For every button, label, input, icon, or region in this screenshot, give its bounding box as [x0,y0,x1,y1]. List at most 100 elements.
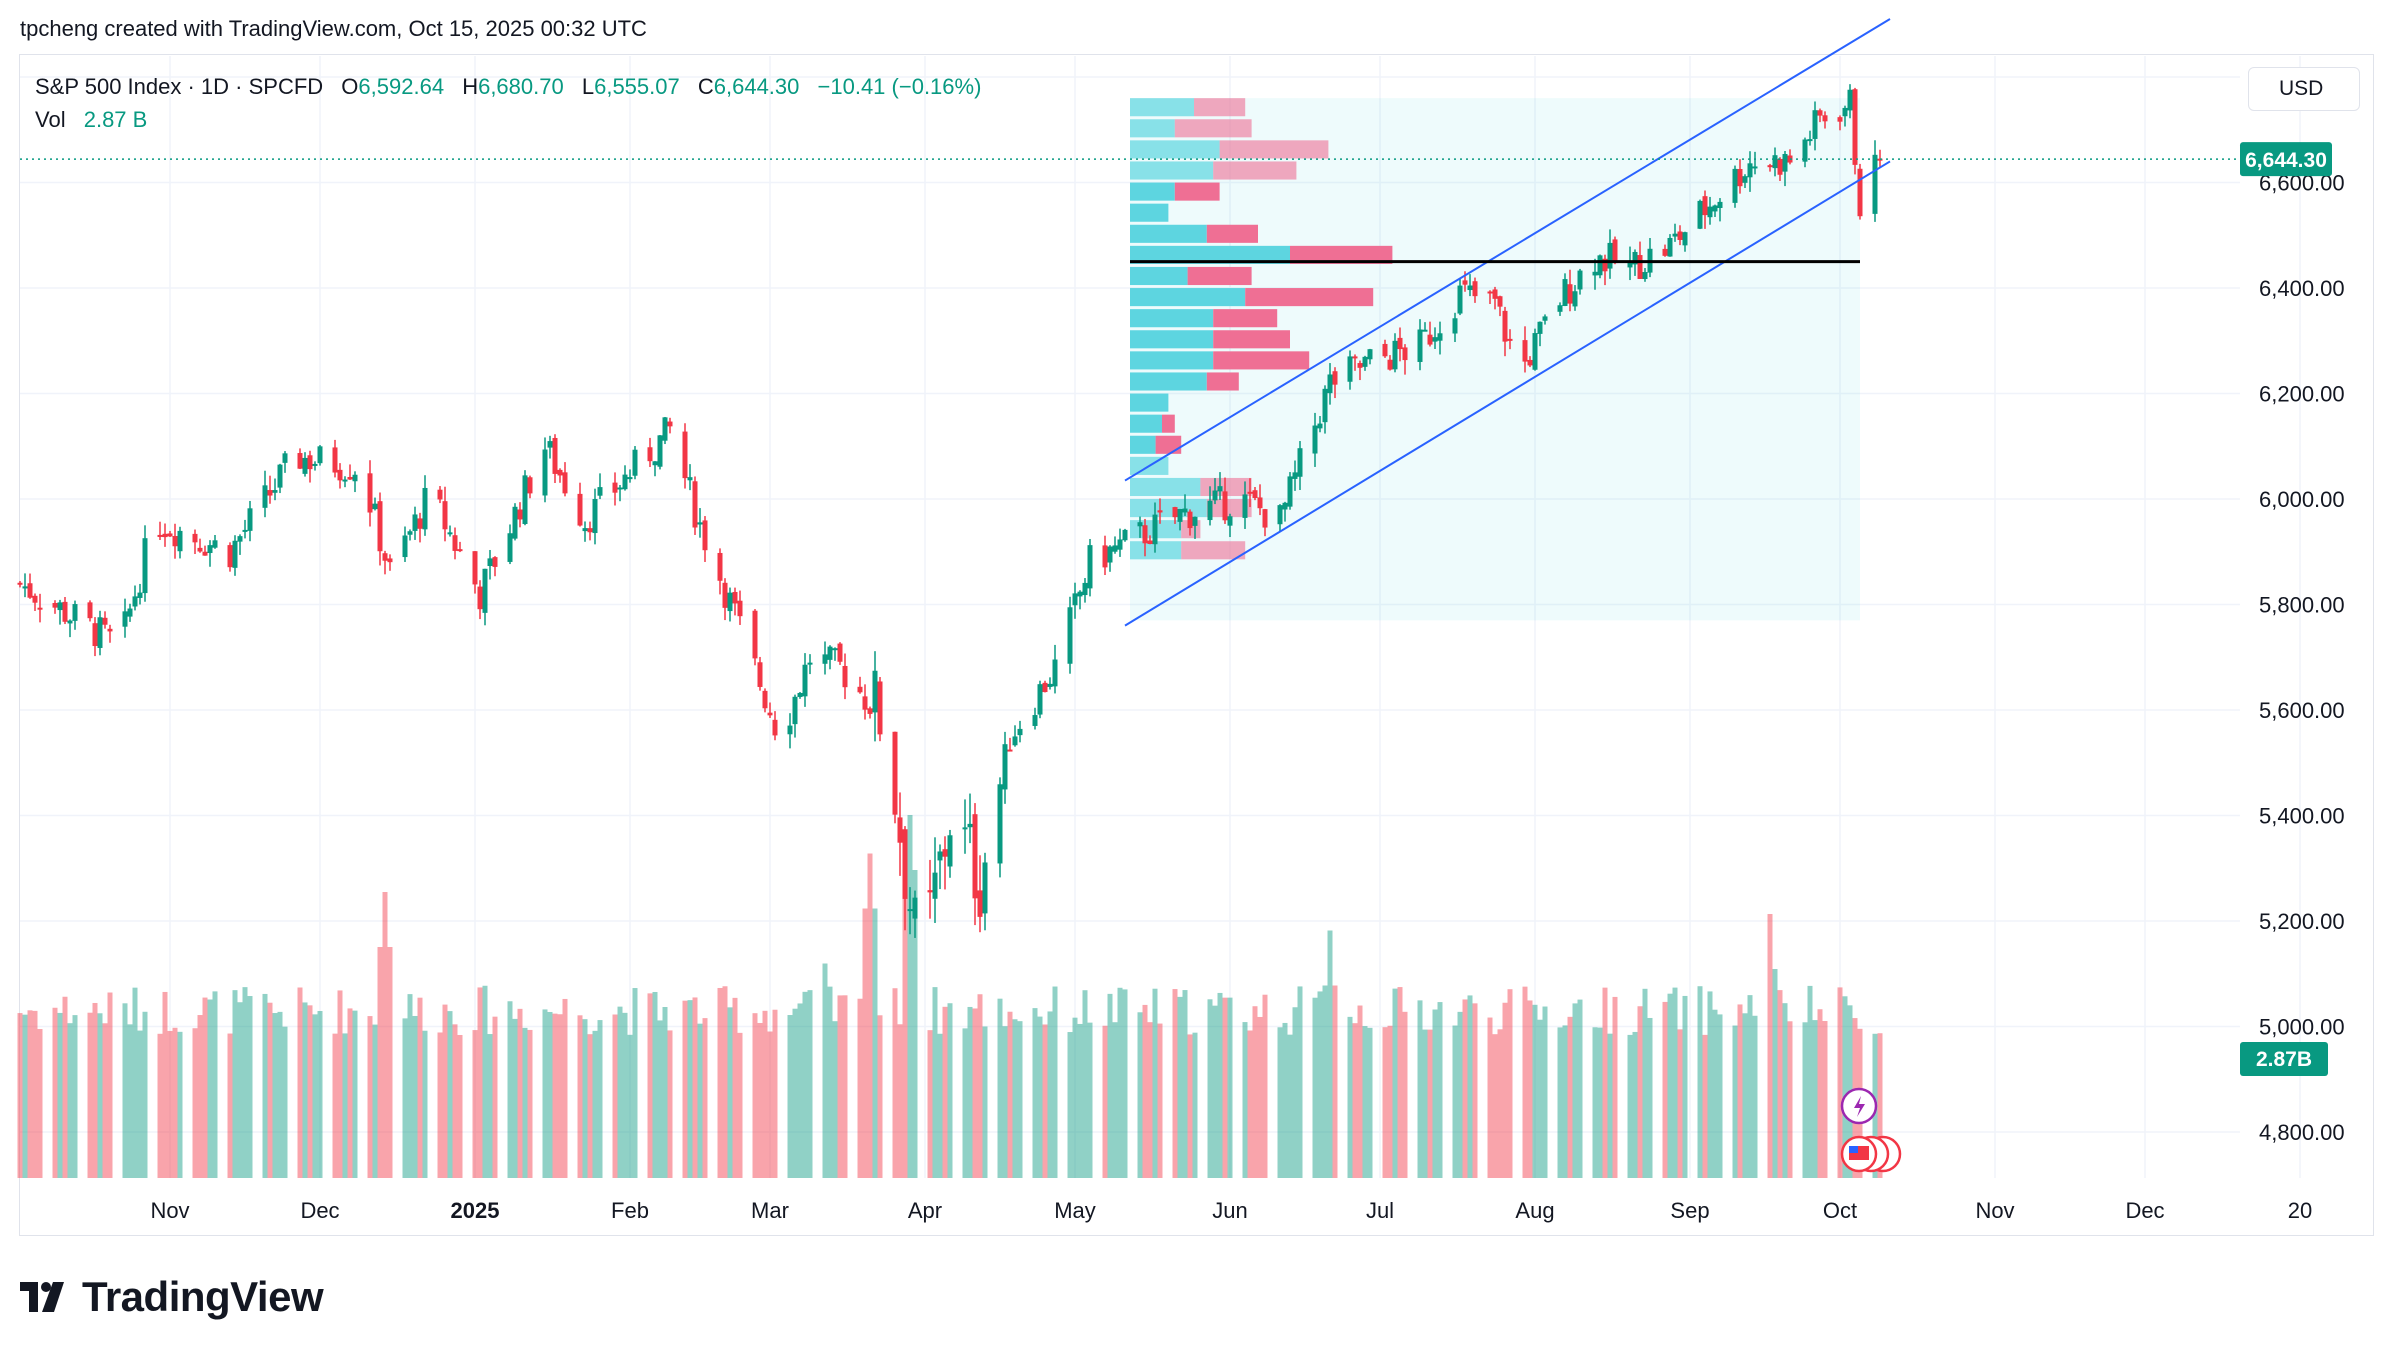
symbol-title[interactable]: S&P 500 Index · 1D · SPCFD [35,74,324,99]
volume-bar [377,947,383,1178]
volume-bar [242,987,248,1178]
tradingview-logo[interactable]: TradingView [20,1272,324,1322]
volume-bar [1177,996,1183,1178]
volume-bar [687,1000,693,1178]
candle-body [1122,529,1128,541]
volume-bar [1577,999,1583,1178]
candle-body [1362,356,1368,367]
candle-body [1852,89,1858,165]
candle-body [267,490,273,496]
candle-body [342,479,348,482]
high-label: H [462,74,479,99]
candle-body [207,545,213,554]
volume-bar [1467,995,1473,1178]
volume-bar [1182,990,1188,1178]
vp-row-up [1130,182,1175,201]
vp-row-down [1162,414,1175,433]
volume-bar [237,1002,243,1178]
candle-body [1352,356,1358,359]
low-value: 6,555.07 [594,74,680,99]
vp-row-down [1213,161,1297,180]
time-tick-label: Jul [1366,1198,1394,1223]
candle-body [877,681,883,735]
volume-bar [617,1006,623,1178]
axis-badges: 6,644.30 2.87B [2240,142,2332,1076]
volume-bar [1542,1006,1548,1178]
volume-bar [1672,987,1678,1178]
volume-bar [1777,990,1783,1178]
candle-body [1432,337,1438,342]
volume-bar [1812,1020,1818,1178]
candle-body [367,473,373,513]
volume-bar [57,1012,63,1178]
time-tick-label: Dec [300,1198,339,1223]
volume-bar [1802,1022,1808,1178]
candle-body [1032,715,1038,726]
volume-bar [1597,1027,1603,1178]
volume-bar [342,1033,348,1178]
candle-body [702,520,708,551]
candle-body [762,690,768,709]
candle-body [627,477,633,480]
candle-body [337,469,343,481]
candle-body [577,493,583,526]
volume-bar [947,1003,953,1178]
candle-body [827,646,833,660]
price-tick-label: 5,000.00 [2259,1015,2345,1040]
candle-body [1522,340,1528,362]
time-tick-label: Feb [611,1198,649,1223]
volume-bar [1767,914,1773,1178]
candle-body [347,477,353,480]
candle-body [137,592,143,598]
volume-bar [612,1014,618,1178]
vp-row-down [1213,351,1310,370]
volume-bar [1072,1017,1078,1178]
volume-bar [1437,1002,1443,1178]
volume-bar [632,988,638,1178]
candle-body [1417,329,1423,362]
candle-body [1042,682,1048,693]
vp-row-down [1155,435,1182,454]
volume-bar [1192,1032,1198,1178]
candle-body [547,441,553,448]
volume-bar [1837,987,1843,1178]
volume-bar [267,1002,273,1178]
volume-bar [1562,1025,1568,1178]
price-tick-label: 5,600.00 [2259,698,2345,723]
candle-body [1717,201,1723,208]
volume-bar [737,1032,743,1178]
volume-bar [732,997,738,1178]
volume-bar [857,998,863,1178]
candle-body [1487,291,1493,294]
candle-body [1452,318,1458,334]
vp-row-up [1130,98,1194,117]
volume-bar [132,987,138,1178]
volume-bar [822,963,828,1178]
volume-bar [422,1030,428,1178]
volume-bar [912,870,918,1178]
price-tick-label: 5,800.00 [2259,593,2345,618]
volume-bar [527,1029,533,1178]
volume-bar [1627,1034,1633,1178]
vp-row-up [1130,266,1188,286]
candle-body [1067,607,1073,664]
candle-body [972,814,978,899]
volume-bar [1222,997,1228,1178]
candle-body [22,586,28,589]
volume-bar [1042,1024,1048,1178]
volume-bar [67,1023,73,1178]
volume-bar [877,1015,883,1178]
volume-bar [92,1002,98,1178]
volume-bar [167,1030,173,1178]
chart-frame[interactable] [19,54,2374,1236]
volume-bar [837,995,843,1178]
vp-row-down [1174,182,1220,201]
currency-button[interactable]: USD [2248,67,2360,111]
candle-body [512,506,518,539]
volume-bar [792,1008,798,1178]
candle-body [1847,89,1853,111]
volume-bar [1572,1003,1578,1178]
volume-bar [1417,1000,1423,1178]
volume-bar [1122,989,1128,1178]
